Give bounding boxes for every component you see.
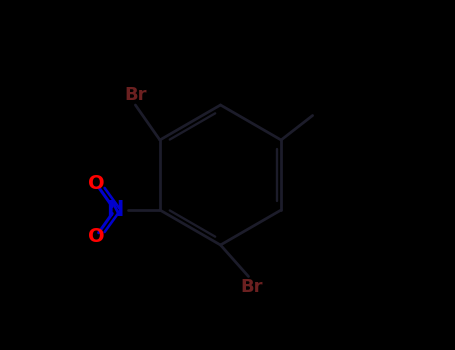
Text: N: N [106,200,124,220]
Text: Br: Br [124,85,147,104]
Text: Br: Br [241,278,263,296]
Text: O: O [87,227,104,246]
Text: O: O [87,174,104,193]
